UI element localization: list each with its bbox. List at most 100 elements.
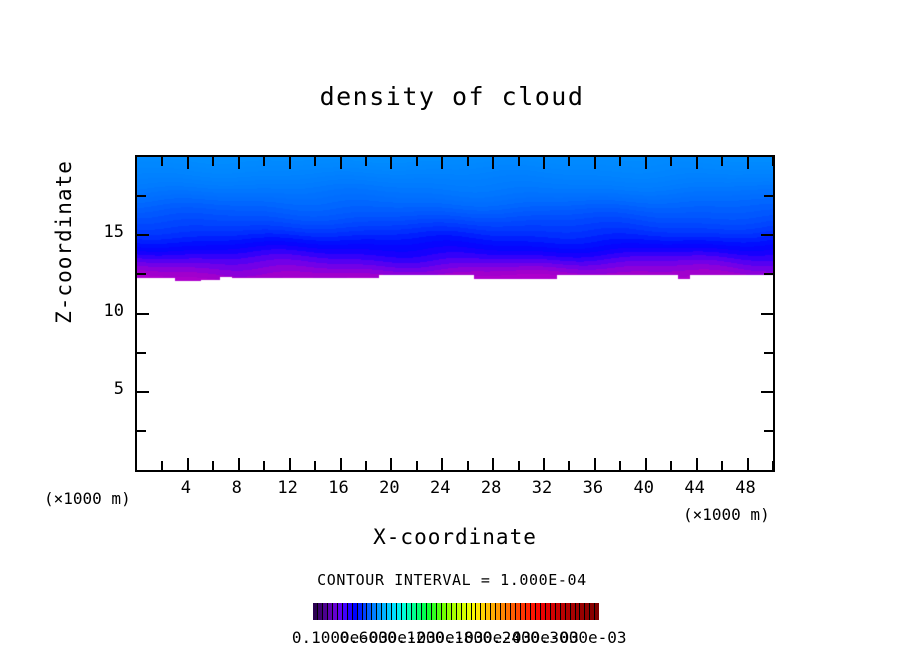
colorbar-swatch <box>417 603 421 620</box>
z-axis-unit-label: (×1000 m) <box>44 489 131 508</box>
colorbar-swatch <box>337 603 342 620</box>
colorbar-swatch <box>481 603 486 620</box>
x-axis-tick <box>161 461 164 470</box>
colorbar-swatch <box>426 603 431 620</box>
y-axis-tick <box>137 429 146 432</box>
colorbar-swatch <box>501 603 506 620</box>
y-axis-tick <box>764 273 773 276</box>
x-axis-tick <box>517 461 520 470</box>
y-axis-tick <box>137 273 146 276</box>
colorbar-swatch <box>332 603 337 620</box>
colorbar-swatch <box>521 603 525 620</box>
colorbar-swatch <box>486 603 491 620</box>
colorbar-swatch <box>347 603 352 620</box>
colorbar-swatch <box>580 603 585 620</box>
y-tick-label: 10 <box>103 300 124 321</box>
colorbar-swatch <box>560 603 565 620</box>
page-title: density of cloud <box>319 82 585 111</box>
x-axis-tick <box>543 157 546 169</box>
colorbar-label: 0.6000e-03 <box>339 628 436 647</box>
x-tick-label: 8 <box>231 478 242 498</box>
colorbar-swatch <box>382 603 387 620</box>
x-axis-tick <box>161 157 164 166</box>
colorbar-swatch <box>362 603 367 620</box>
colorbar-swatch <box>327 603 332 620</box>
x-axis-tick <box>568 461 571 470</box>
y-axis-tick <box>764 195 773 198</box>
x-axis-tick <box>339 458 342 470</box>
x-axis-tick <box>237 458 240 470</box>
colorbar-swatch <box>397 603 402 620</box>
x-axis-tick <box>466 157 469 166</box>
x-axis-tick <box>390 458 393 470</box>
colorbar-swatch <box>402 603 407 620</box>
x-axis-tick <box>670 461 673 470</box>
x-axis-tick <box>568 157 571 166</box>
colorbar-swatch <box>575 603 580 620</box>
colorbar-swatch <box>511 603 516 620</box>
colorbar-swatch <box>540 603 545 620</box>
x-tick-label: 16 <box>328 478 349 498</box>
colorbar-swatch <box>545 603 550 620</box>
colorbar-swatch <box>471 603 476 620</box>
colorbar-label: 0.2400e-03 <box>482 628 579 647</box>
x-axis-tick <box>721 461 724 470</box>
colorbar-swatch <box>407 603 412 620</box>
y-tick-label: 15 <box>103 222 124 243</box>
y-axis-title: Z-coordinate <box>52 160 76 324</box>
colorbar-swatch <box>555 603 560 620</box>
x-axis-tick <box>263 157 266 166</box>
x-axis-tick <box>543 458 546 470</box>
colorbar-swatch <box>516 603 521 620</box>
y-axis-tick <box>764 429 773 432</box>
colorbar-swatch <box>342 603 347 620</box>
x-axis-tick <box>746 157 749 169</box>
colorbar-swatch <box>585 603 590 620</box>
colorbar-label: 0.1000e-03 <box>291 628 389 647</box>
x-tick-label: 36 <box>582 478 604 498</box>
y-axis-tick <box>137 390 149 393</box>
contour-field <box>137 157 773 470</box>
x-axis-tick <box>314 461 317 470</box>
x-tick-label: 44 <box>684 478 705 498</box>
x-axis-tick <box>695 157 698 169</box>
x-tick-label: 48 <box>735 478 756 498</box>
x-tick-label: 40 <box>633 478 655 498</box>
x-axis-tick <box>772 461 773 470</box>
x-axis-tick <box>364 461 367 470</box>
colorbar-swatch <box>387 603 392 620</box>
x-axis-tick <box>619 157 622 166</box>
colorbar-swatch <box>525 603 530 620</box>
y-axis-tick <box>137 312 149 315</box>
x-axis-tick <box>517 157 520 166</box>
colorbar-swatch <box>595 603 600 620</box>
colorbar-swatch <box>476 603 481 620</box>
x-axis-tick <box>492 157 495 169</box>
plot-area <box>135 155 775 472</box>
x-axis-tick <box>314 157 317 166</box>
x-axis-tick <box>695 458 698 470</box>
x-axis-tick <box>212 157 215 166</box>
x-axis-title: X-coordinate <box>373 525 537 549</box>
colorbar-swatch <box>392 603 397 620</box>
x-axis-unit-label: (×1000 m) <box>683 505 770 524</box>
colorbar-swatch <box>456 603 461 620</box>
colorbar-swatch <box>451 603 456 620</box>
colorbar-swatch <box>496 603 501 620</box>
y-axis-tick <box>137 195 146 198</box>
colorbar-swatch <box>367 603 372 620</box>
y-axis-tick <box>137 234 149 237</box>
x-axis-tick <box>415 157 418 166</box>
x-axis-tick <box>441 157 444 169</box>
x-axis-tick <box>237 157 240 169</box>
x-axis-tick <box>212 461 215 470</box>
y-tick-label: 5 <box>113 378 124 399</box>
colorbar-swatch <box>446 603 451 620</box>
x-axis-tick <box>492 458 495 470</box>
x-tick-label: 32 <box>531 478 553 498</box>
colorbar-swatch <box>352 603 357 620</box>
x-tick-label: 4 <box>180 478 191 498</box>
contour-interval-caption: CONTOUR INTERVAL = 1.000E-04 <box>317 571 587 589</box>
x-axis-tick <box>364 157 367 166</box>
colorbar-swatch <box>570 603 575 620</box>
